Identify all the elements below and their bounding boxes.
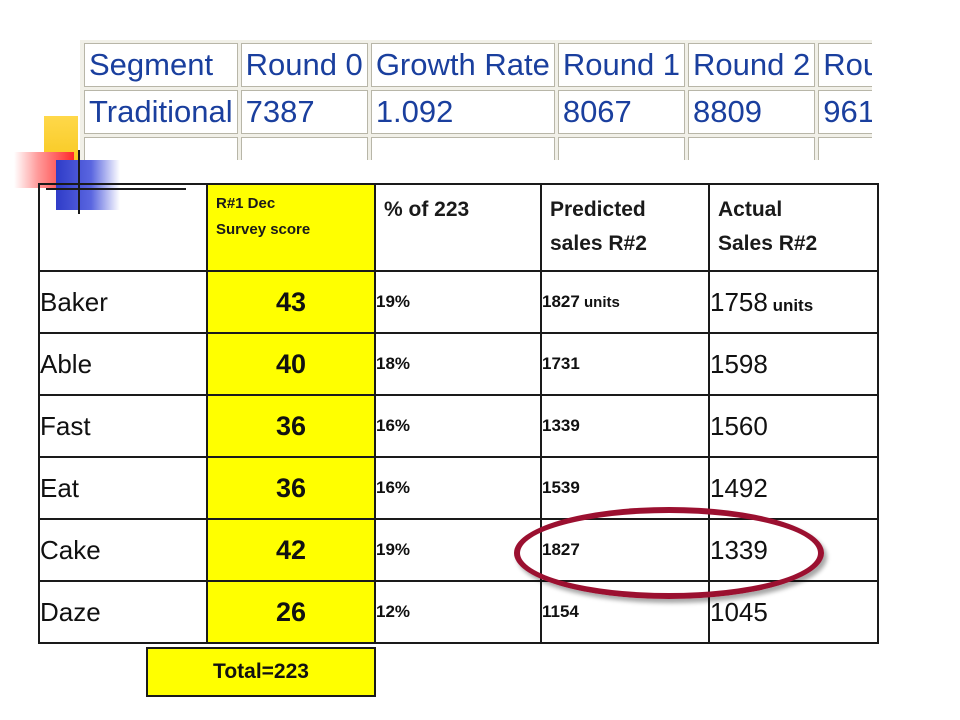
header-percent-label: % of 223 <box>384 198 470 221</box>
row-name: Eat <box>38 456 208 520</box>
header-predicted-line1: Predicted <box>550 198 646 221</box>
row-survey-score: 26 <box>206 580 376 644</box>
row-actual-unit: units <box>767 295 814 315</box>
row-actual: 1598 <box>708 332 879 396</box>
segment-header-round3: Round 3 <box>818 43 872 87</box>
segment-header-segment: Segment <box>84 43 238 87</box>
row-predicted-unit: units <box>579 294 620 311</box>
segment-cell-round2: 8809 <box>688 90 816 134</box>
row-actual: 1492 <box>708 456 879 520</box>
row-name: Able <box>38 332 208 396</box>
segment-cell-round3: 9619 <box>818 90 872 134</box>
segment-cell-round0: 7387 <box>240 90 368 134</box>
row-name: Daze <box>38 580 208 644</box>
row-survey-score: 36 <box>206 394 376 458</box>
segment-cell-name: Traditional <box>84 90 238 134</box>
header-actual-line2: Sales R#2 <box>718 232 818 255</box>
table-row: Daze 26 12% 1154 1045 <box>38 580 879 644</box>
header-name-cell <box>38 183 208 272</box>
table-row: Eat 36 16% 1539 1492 <box>38 456 879 520</box>
segment-table-strip: Segment Round 0 Growth Rate Round 1 Roun… <box>80 40 872 160</box>
table-row: Fast 36 16% 1339 1560 <box>38 394 879 458</box>
header-predicted-cell: Predicted sales R#2 <box>540 183 710 272</box>
total-box: Total=223 <box>146 647 376 697</box>
table-row: Baker 43 19% 1827 units 1758 units <box>38 270 879 334</box>
row-survey-score: 42 <box>206 518 376 582</box>
row-actual: 1560 <box>708 394 879 458</box>
segment-header-round1: Round 1 <box>557 43 686 87</box>
segment-header-row: Segment Round 0 Growth Rate Round 1 Roun… <box>84 43 872 87</box>
header-survey-score-line1: R#1 Dec <box>216 195 276 212</box>
row-survey-score: 40 <box>206 332 376 396</box>
segment-header-growth-rate: Growth Rate <box>370 43 555 87</box>
header-actual-line1: Actual <box>718 198 783 221</box>
header-percent-cell: % of 223 <box>374 183 542 272</box>
row-predicted: 1731 <box>540 332 710 396</box>
segment-empty-row <box>84 137 872 160</box>
row-percent: 16% <box>374 394 542 458</box>
header-actual-cell: Actual Sales R#2 <box>708 183 879 272</box>
row-name: Cake <box>38 518 208 582</box>
row-percent: 19% <box>374 270 542 334</box>
row-survey-score: 43 <box>206 270 376 334</box>
header-survey-score-cell: R#1 Dec Survey score <box>206 183 376 272</box>
row-percent: 18% <box>374 332 542 396</box>
header-predicted-line2: sales R#2 <box>550 232 647 255</box>
row-survey-score: 36 <box>206 456 376 520</box>
segment-header-round0: Round 0 <box>240 43 368 87</box>
row-name: Baker <box>38 270 208 334</box>
segment-cell-growth-rate: 1.092 <box>370 90 555 134</box>
row-predicted-value: 1827 <box>542 292 580 311</box>
table-header-row: R#1 Dec Survey score % of 223 Predicted … <box>38 183 879 272</box>
segment-data-row: Traditional 7387 1.092 8067 8809 9619 <box>84 90 872 134</box>
row-actual-value: 1758 <box>710 286 768 317</box>
row-actual: 1045 <box>708 580 879 644</box>
header-survey-score-line2: Survey score <box>216 221 311 238</box>
segment-cell-round1: 8067 <box>557 90 686 134</box>
row-name: Fast <box>38 394 208 458</box>
segment-header-round2: Round 2 <box>688 43 816 87</box>
decor-vertical-line <box>78 150 80 214</box>
row-predicted: 1827 units <box>540 270 710 334</box>
highlight-ellipse <box>514 507 824 599</box>
row-actual: 1758 units <box>708 270 879 334</box>
row-percent: 12% <box>374 580 542 644</box>
table-row: Able 40 18% 1731 1598 <box>38 332 879 396</box>
row-predicted: 1339 <box>540 394 710 458</box>
row-percent: 16% <box>374 456 542 520</box>
